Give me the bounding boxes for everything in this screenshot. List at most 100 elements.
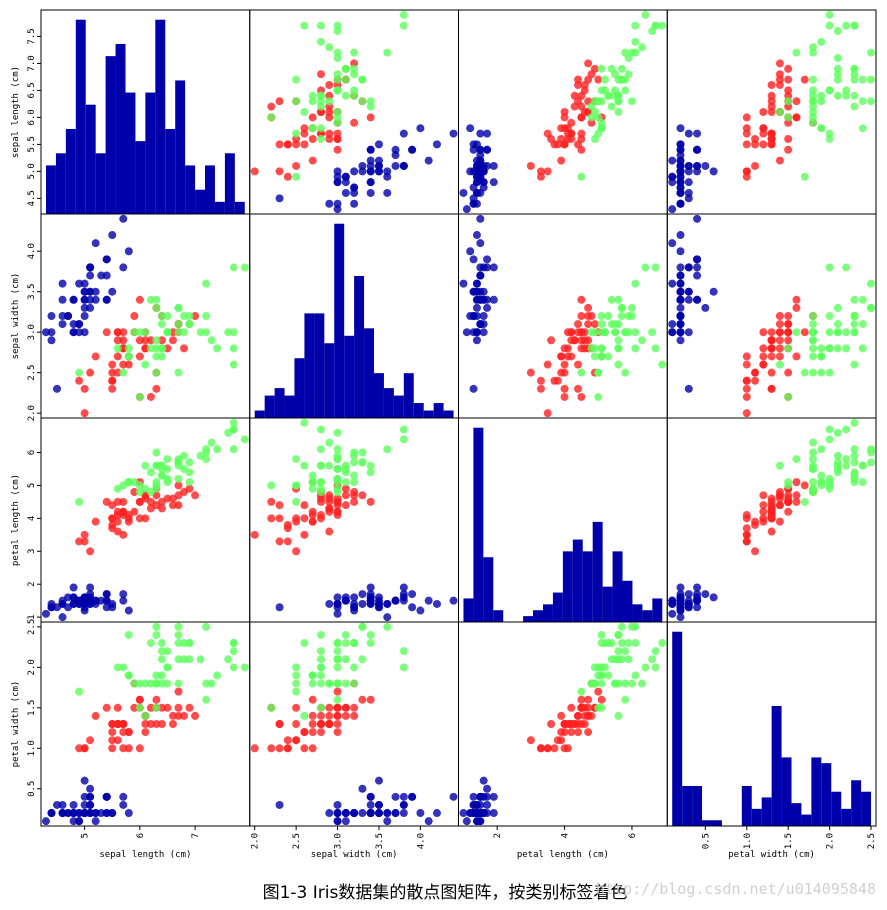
point — [80, 537, 89, 546]
point — [202, 695, 211, 704]
point — [102, 703, 111, 712]
point — [141, 679, 150, 688]
point — [152, 368, 161, 377]
point — [124, 606, 133, 615]
point — [119, 596, 128, 605]
hist-bar — [274, 388, 285, 418]
point — [333, 21, 342, 30]
point — [833, 461, 842, 470]
point — [792, 295, 801, 304]
point — [668, 239, 677, 248]
hist-bar — [85, 104, 96, 214]
point — [809, 312, 818, 320]
point — [308, 134, 317, 143]
point — [472, 167, 481, 176]
point — [472, 800, 481, 809]
point — [80, 809, 89, 818]
hist-bar — [423, 410, 434, 418]
point — [668, 156, 677, 165]
hist-bar — [95, 153, 106, 214]
point — [350, 167, 359, 176]
point — [621, 368, 630, 377]
point — [543, 360, 552, 369]
y-axis-label: sepal length (cm) — [11, 66, 21, 158]
point — [283, 736, 292, 745]
hist-bar — [195, 189, 206, 214]
point — [374, 800, 383, 809]
point — [350, 809, 359, 818]
point — [229, 639, 238, 648]
panel — [672, 631, 872, 826]
point — [341, 491, 350, 500]
point — [308, 711, 317, 720]
point — [709, 287, 718, 296]
point — [350, 478, 359, 487]
point — [130, 488, 139, 497]
point — [80, 776, 89, 785]
hist-bar — [542, 604, 553, 622]
point — [759, 328, 768, 337]
point — [113, 352, 122, 361]
point — [341, 679, 350, 688]
point — [80, 312, 89, 320]
point — [333, 599, 342, 608]
point — [292, 703, 301, 712]
point — [58, 613, 67, 622]
hist-bar — [344, 335, 355, 418]
point — [489, 295, 498, 304]
point — [174, 655, 183, 664]
point — [792, 478, 801, 487]
point — [80, 599, 89, 608]
x-tick-label: 3.5 — [375, 833, 385, 849]
point — [833, 27, 842, 36]
point — [267, 497, 276, 506]
point — [152, 671, 161, 680]
point — [759, 344, 768, 353]
point — [58, 279, 67, 288]
point — [809, 336, 818, 345]
point — [53, 800, 62, 809]
hist-bar — [75, 19, 86, 214]
point — [141, 336, 150, 345]
point — [124, 809, 133, 818]
hist-bar — [314, 313, 325, 418]
point — [358, 167, 367, 176]
point — [333, 455, 342, 464]
point — [86, 800, 95, 809]
point — [676, 295, 685, 304]
point — [341, 703, 350, 712]
point — [157, 720, 166, 728]
hist-bar — [463, 598, 474, 622]
point — [638, 336, 647, 345]
point — [366, 792, 375, 801]
point — [543, 744, 552, 753]
point — [207, 336, 216, 345]
point — [75, 687, 84, 696]
point — [292, 75, 301, 84]
x-tick-label: 2.0 — [826, 833, 836, 849]
point — [207, 438, 216, 447]
point — [597, 328, 606, 337]
point — [631, 21, 640, 30]
point — [580, 108, 589, 116]
point — [366, 468, 375, 477]
y-tick-label: 5.0 — [27, 163, 37, 179]
point — [775, 517, 784, 526]
point — [86, 547, 95, 556]
point — [75, 537, 84, 546]
point — [842, 91, 851, 100]
point — [325, 527, 334, 536]
point — [163, 663, 172, 672]
point — [157, 639, 166, 648]
point — [80, 744, 89, 753]
hist-bar — [364, 328, 375, 418]
point — [800, 497, 809, 506]
point — [614, 295, 623, 304]
point — [462, 817, 471, 826]
point — [191, 711, 200, 720]
point — [391, 596, 400, 605]
point — [325, 43, 334, 52]
point — [325, 809, 334, 818]
point — [325, 129, 334, 138]
hist-bar — [493, 610, 504, 622]
